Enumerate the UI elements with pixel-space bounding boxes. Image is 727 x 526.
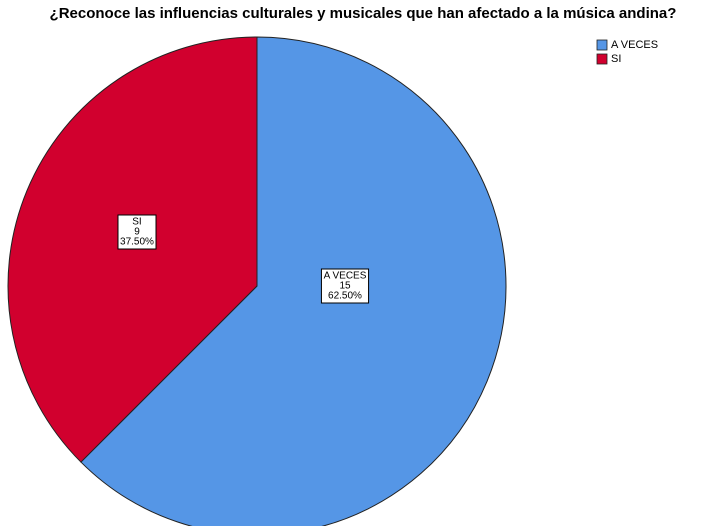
legend-label: SI (611, 53, 621, 65)
label-percent: 62.50% (328, 291, 362, 302)
label-box (320, 268, 370, 304)
chart-title: ¿Reconoce las influencias culturales y m… (50, 5, 677, 22)
label-percent: 37.50% (120, 237, 154, 248)
pie-slice (7, 36, 258, 463)
legend-swatch (596, 39, 608, 51)
pie-slice (80, 36, 507, 526)
label-category: SI (132, 217, 141, 228)
label-category: A VECES (324, 271, 367, 282)
legend-swatch (596, 53, 608, 65)
label-count: 9 (134, 227, 140, 238)
legend-label: A VECES (611, 39, 658, 51)
label-box (117, 214, 157, 250)
label-count: 15 (339, 281, 351, 292)
